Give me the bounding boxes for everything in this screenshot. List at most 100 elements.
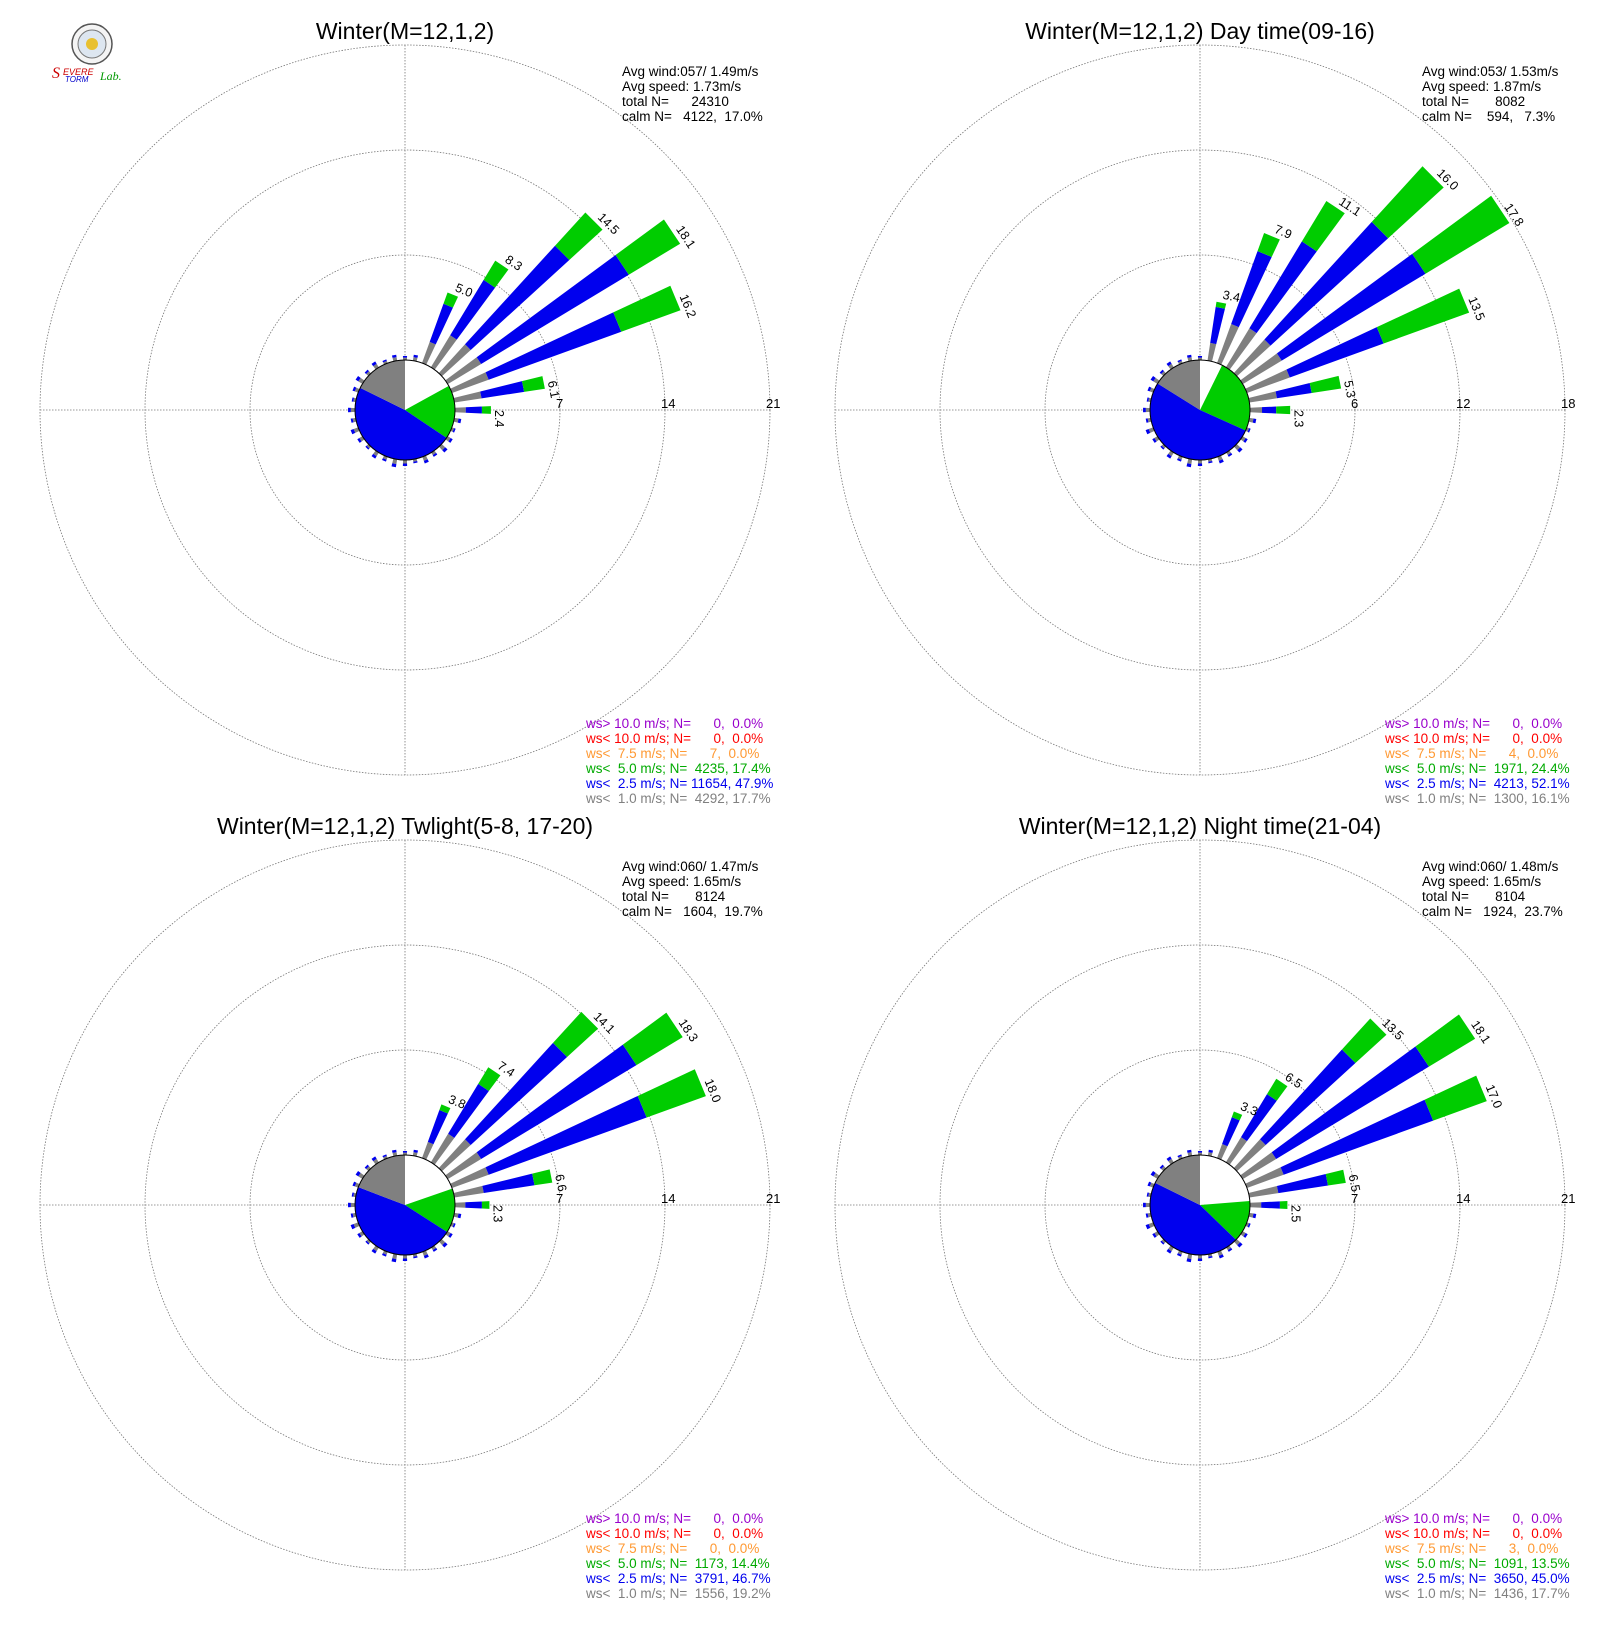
sector-bar-gray (402, 459, 408, 464)
sector-bar-blue (452, 428, 456, 433)
sector-bar-blue (348, 407, 351, 413)
total-n: total N= 24310 (622, 94, 729, 109)
sector-bar-green (521, 376, 545, 392)
sector-bar-gray (1207, 342, 1217, 362)
center-pie-outline (354, 359, 456, 461)
legend-entry: ws< 7.5 m/s; N= 7, 0.0% (586, 746, 760, 761)
center-pie-lt1 (360, 360, 405, 410)
center-pie-lt2_5 (1150, 383, 1246, 460)
sector-bar-gray (412, 1152, 418, 1157)
sector-bar-blue (1264, 221, 1389, 346)
sector-total-label: 6.6 (552, 1173, 569, 1193)
sector-bar-blue (1286, 327, 1384, 378)
sector-bar-gray (350, 1202, 356, 1208)
sector-bar-gray (1226, 450, 1232, 456)
sector-bar-blue (485, 1095, 647, 1175)
sector-total-label: 5.0 (453, 281, 474, 301)
sector-bar-blue (350, 1224, 356, 1230)
sector-bar-gray (392, 1152, 398, 1157)
legend-entry: ws> 10.0 m/s; N= 0, 0.0% (1385, 716, 1563, 731)
sector-bar-green (1279, 1201, 1288, 1209)
center-pie-calm (405, 1155, 453, 1205)
wind-rose-panel-2: 6 12 18 2.3 5.3 13.5 17.8 16.0 11.1 7.9 3.4 Winter… (795, 0, 1605, 820)
sector-bar-gray (1197, 1152, 1203, 1156)
sector-bar-gray (1248, 417, 1254, 423)
stats-block: Avg wind:053/ 1.53m/s Avg speed: 1.87m/s… (1422, 64, 1558, 124)
sector-bar-blue (1260, 1049, 1356, 1145)
sector-bar-green (1266, 1078, 1288, 1101)
sector-bar-blue (391, 463, 397, 468)
sector-bar-gray (430, 335, 457, 370)
sector-total-label: 18.1 (1468, 1018, 1493, 1046)
avg-wind: Avg wind:053/ 1.53m/s (1422, 64, 1559, 79)
ring-tick-label: 14 (661, 1191, 675, 1206)
sector-bar-blue (1252, 418, 1257, 424)
center-pie-lt5 (1200, 365, 1250, 431)
sector-bar-blue (1222, 1117, 1240, 1147)
sector-bar-green (613, 285, 681, 332)
sector-bar-gray (1187, 1253, 1193, 1260)
sector-bar-blue (1159, 1164, 1164, 1169)
sector-bar-green (637, 1069, 706, 1118)
sector-bar-gray (353, 1222, 360, 1228)
sector-bar-gray (1240, 353, 1282, 385)
chart-title: Winter(M=12,1,2) Twlight(5-8, 17-20) (216, 813, 594, 839)
ring-tick-label: 7 (556, 396, 563, 411)
sector-bar-gray (366, 1238, 372, 1244)
sector-bar-blue (448, 1233, 453, 1238)
sector-bar-gray (1217, 1144, 1228, 1160)
sector-bar-blue (1145, 1213, 1149, 1218)
sector-bar-gray (450, 1167, 489, 1188)
sector-bar-gray (1245, 427, 1250, 432)
sector-bar-blue (371, 1156, 377, 1162)
sector-bar-gray (422, 341, 436, 365)
sector-bar-blue (1166, 1248, 1172, 1254)
sector-bar-gray (453, 1212, 459, 1218)
sector-bar-blue (465, 1201, 482, 1209)
sector-bar-gray (454, 407, 466, 413)
sector-bar-blue (1237, 1242, 1243, 1248)
ring-tick-label: 18 (1561, 396, 1575, 411)
legend-entry: ws< 2.5 m/s; N= 11654, 47.9% (586, 776, 774, 791)
sector-bar-green (1415, 1014, 1476, 1067)
sector-bar-blue (364, 1164, 369, 1169)
center-pie-outline (1149, 1154, 1251, 1256)
sector-bar-gray (1178, 1155, 1183, 1160)
sector-bar-blue (1177, 359, 1182, 363)
sector-total-label: 14.5 (595, 210, 622, 237)
calm-n: calm N= 1604, 19.7% (622, 904, 763, 919)
sector-bar-green (622, 1012, 683, 1066)
sector-bar-gray (438, 1139, 471, 1172)
sector-total-label: 14.1 (591, 1009, 618, 1036)
ring-tick-label: 12 (1456, 396, 1470, 411)
sector-bar-blue (427, 1110, 448, 1145)
sector-bar-gray (1245, 1222, 1250, 1227)
ring-tick-label: 7 (556, 1191, 563, 1206)
sector-bar-blue (351, 397, 355, 402)
lab-logo: S EVERE TORM Lab. (50, 22, 150, 84)
sector-bar-blue (485, 312, 622, 380)
sector-bar-gray (450, 427, 455, 432)
sector-bar-gray (1197, 459, 1203, 464)
center-pie-calm (1200, 1155, 1250, 1205)
sector-bar-blue (1177, 1154, 1182, 1158)
stats-block: Avg wind:057/ 1.49m/s Avg speed: 1.73m/s… (622, 64, 763, 124)
sector-bar-blue (413, 354, 419, 358)
legend-entry: ws< 10.0 m/s; N= 0, 0.0% (1385, 1526, 1563, 1541)
sector-bar-blue (423, 459, 429, 464)
sector-bar-green (1376, 288, 1470, 344)
wind-rose-chart: 7 14 212.46.116.218.114.58.35.0 (39, 44, 780, 776)
sector-bar-blue (402, 463, 408, 466)
sector-bar-green (439, 1104, 451, 1114)
legend-entry: ws< 2.5 m/s; N= 3791, 46.7% (586, 1571, 771, 1586)
sector-bar-blue (1271, 1046, 1429, 1159)
legend-entry: ws< 7.5 m/s; N= 3, 0.0% (1385, 1541, 1559, 1556)
sector-bar-gray (1148, 427, 1155, 433)
sector-bar-blue (452, 1223, 456, 1228)
center-pie-lt5 (405, 1188, 455, 1233)
sector-bar-gray (392, 1253, 398, 1260)
center-pie-lt1 (1155, 1155, 1200, 1205)
legend-entry: ws< 7.5 m/s; N= 4, 0.0% (1385, 746, 1559, 761)
center-pie-lt2_5 (1150, 1182, 1236, 1255)
sector-total-label: 13.5 (1379, 1016, 1406, 1043)
